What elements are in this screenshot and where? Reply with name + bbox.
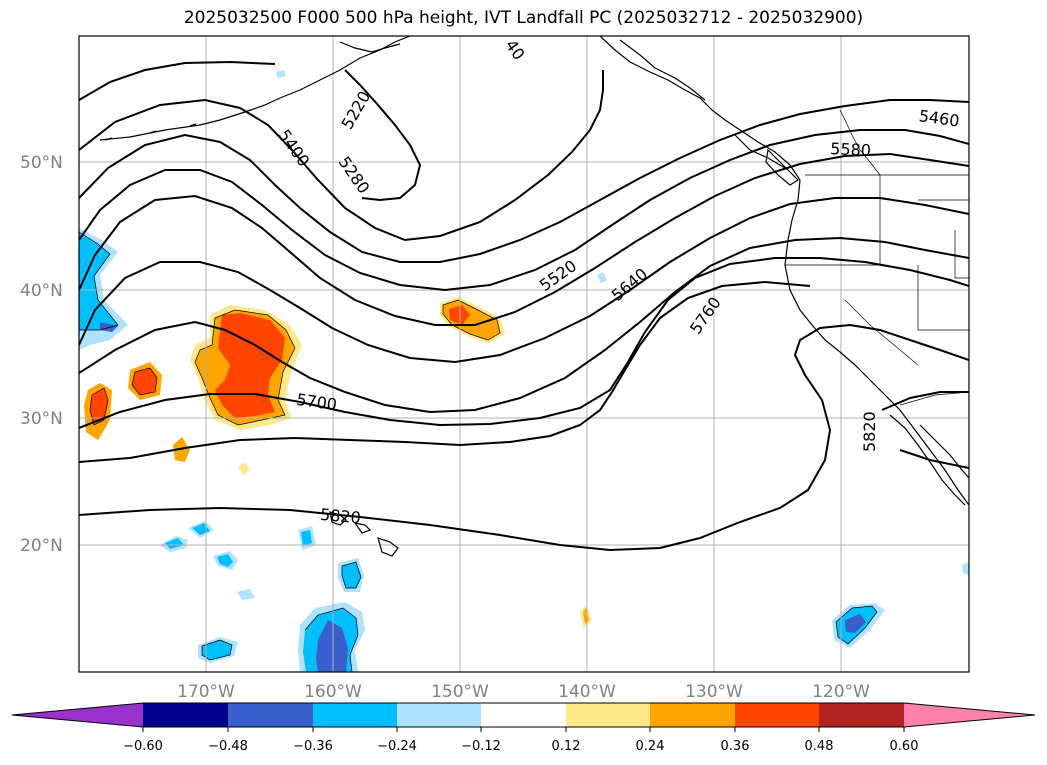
coastlines (99, 36, 969, 557)
colorbar-cell-7 (650, 703, 735, 727)
colorbar-cell-1 (143, 703, 228, 727)
map-title: 2025032500 F000 500 hPa height, IVT Land… (183, 8, 864, 28)
lat-label-30n: 30°N (20, 409, 63, 429)
colorbar-cell-4 (397, 703, 481, 727)
lon-label-130w: 130°W (685, 682, 743, 702)
colorbar-tick-6: 0.24 (636, 739, 665, 754)
lon-label-140w: 140°W (558, 682, 616, 702)
lat-label-40n: 40°N (20, 281, 63, 301)
colorbar-tick-9: 0.60 (890, 739, 919, 754)
lon-label-170w: 170°W (177, 682, 235, 702)
colorbar-tick-0: −0.60 (123, 739, 163, 754)
colorbar-tick-5: 0.12 (552, 739, 581, 754)
colorbar-cell-10 (904, 703, 1035, 727)
colorbar: −0.60 −0.48 −0.36 −0.24 −0.12 0.12 0.24 … (11, 702, 1036, 754)
contour-label-5820-west: 5820 (319, 505, 361, 527)
colorbar-cell-8 (735, 703, 819, 727)
ivt-outlines (79, 231, 878, 672)
colorbar-cell-0 (12, 703, 143, 727)
colorbar-cell-3 (313, 703, 397, 727)
longitude-labels: 170°W 160°W 150°W 140°W 130°W 120°W (177, 682, 870, 702)
colorbar-tick-8: 0.48 (805, 739, 834, 754)
map-frame (78, 35, 970, 673)
colorbar-tick-2: −0.36 (293, 739, 333, 754)
colorbar-cell-5 (481, 703, 566, 727)
colorbar-tick-1: −0.48 (208, 739, 248, 754)
colorbar-cell-2 (228, 703, 313, 727)
contour-label-5580: 5580 (830, 139, 872, 160)
lon-label-150w: 150°W (431, 682, 489, 702)
height-contours (79, 60, 969, 552)
borders (785, 109, 969, 406)
colorbar-cell-9 (819, 703, 904, 727)
colorbar-cell-6 (566, 703, 650, 727)
contour-label-5820-east: 5820 (860, 411, 879, 452)
colorbar-tick-3: −0.24 (377, 739, 417, 754)
latitude-labels: 50°N 40°N 30°N 20°N (20, 153, 63, 556)
lon-label-120w: 120°W (812, 682, 870, 702)
graticule (79, 36, 969, 672)
colorbar-tick-7: 0.36 (721, 739, 750, 754)
lon-label-160w: 160°W (304, 682, 362, 702)
lat-label-20n: 20°N (20, 536, 63, 556)
lat-label-50n: 50°N (20, 153, 63, 173)
colorbar-tick-4: −0.12 (461, 739, 501, 754)
